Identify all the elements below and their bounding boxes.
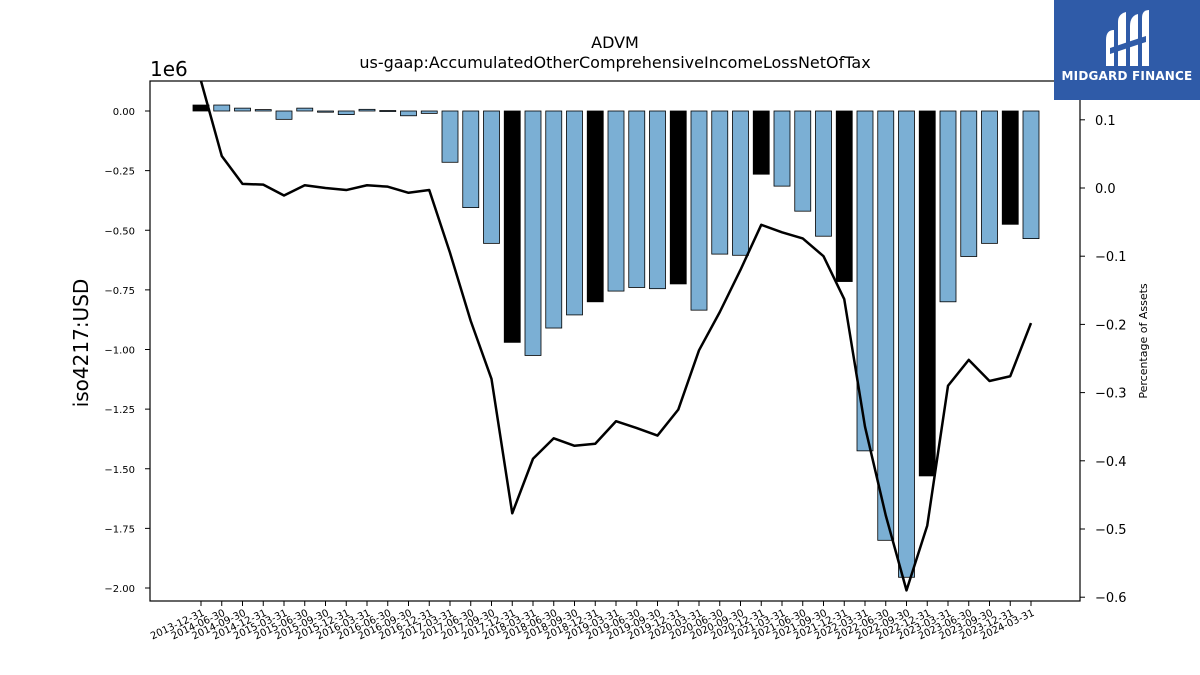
bar-2022-03-31 [856,110,874,452]
y2-tick-label: −0.3 [1095,387,1127,402]
bar-2018-09-30 [566,110,583,316]
bar-2014-06-30 [213,104,231,112]
bar-2019-06-30 [628,110,646,288]
bar-2018-03-31 [524,110,542,356]
bar-2017-09-30 [483,110,500,244]
bar-2023-03-31 [939,110,957,303]
bar-2017-06-30 [462,110,480,208]
bar-2014-12-31 [254,109,272,112]
y-tick-label: −1.25 [104,405,135,416]
bar-2023-06-30 [960,110,978,257]
bar-2020-12-31 [752,110,770,175]
bar-2015-03-31 [275,110,293,120]
bar-2016-06-30 [379,110,397,112]
axes-layer: 0.00 −0.25 −0.50 −0.75 −1.00 −1.25 −1.50 −1.75 −… [104,80,1127,642]
bar-2023-12-31 [1001,110,1019,225]
y2-axis-label: Percentage of Assets [1137,283,1150,399]
bar-2018-12-31 [586,110,604,303]
bar-2021-09-30 [815,110,832,237]
y-tick-label: −1.50 [104,465,135,476]
y-tick-label: −1.75 [104,524,135,535]
bar-2016-09-30 [400,110,417,117]
bar-2018-06-30 [545,110,563,329]
bar-2022-09-30 [898,110,915,578]
y2-tick-label: −0.5 [1095,523,1127,538]
bar-2017-03-31 [441,110,459,163]
bar-2023-09-30 [981,110,998,244]
y2-tick-label: 0.0 [1095,182,1116,197]
brand-logo: MIDGARD FINANCE [1054,0,1200,100]
bar-2021-06-30 [794,110,812,212]
y-tick-label: −2.00 [104,584,135,595]
y-scale-label: 1e6 [150,57,188,81]
y-tick-label: −1.00 [104,346,135,357]
plot-frame [149,80,1081,602]
y2-tick-label: −0.1 [1095,250,1127,265]
bar-2017-12-31 [503,110,521,343]
y-axis-label: iso4217:USD [69,279,93,408]
bar-2016-03-31 [358,108,376,112]
bar-2014-09-30 [234,107,251,112]
y2-tick-label: −0.6 [1095,591,1127,606]
bar-2024-03-31 [1022,110,1040,239]
y2-tick-label: 0.1 [1095,114,1116,129]
bar-2020-03-31 [690,110,708,311]
bar-2015-09-30 [317,110,334,113]
bar-2020-06-30 [711,110,729,255]
bar-2019-03-31 [607,110,625,292]
bar-2020-09-30 [732,110,749,256]
bar-2022-06-30 [877,110,895,541]
y-tick-label: −0.25 [104,167,135,178]
percentage-of-assets-line [199,80,1033,592]
bar-2021-12-31 [835,110,853,282]
bar-2022-12-31 [918,110,936,477]
bar-2019-12-31 [669,110,687,285]
bar-2013-12-31 [192,104,210,112]
bar-2015-06-30 [296,107,314,112]
y-tick-label: −0.75 [104,286,135,297]
brand-name: MIDGARD FINANCE [1061,69,1193,83]
chart-title: ADVM [591,33,639,52]
bar-2021-03-31 [773,110,791,187]
bar-2019-09-30 [649,110,666,290]
midgard-logo-icon [1106,10,1149,66]
y2-tick-label: −0.2 [1095,318,1127,333]
y-tick-label: −0.50 [104,226,135,237]
y-tick-label: 0.00 [113,107,135,118]
bars-layer [192,104,1040,578]
bar-2015-12-31 [337,110,355,115]
bar-2016-12-31 [420,110,438,114]
chart-subtitle: us-gaap:AccumulatedOtherComprehensiveInc… [359,53,870,72]
y2-tick-label: −0.4 [1095,455,1127,470]
line-layer [199,80,1033,592]
